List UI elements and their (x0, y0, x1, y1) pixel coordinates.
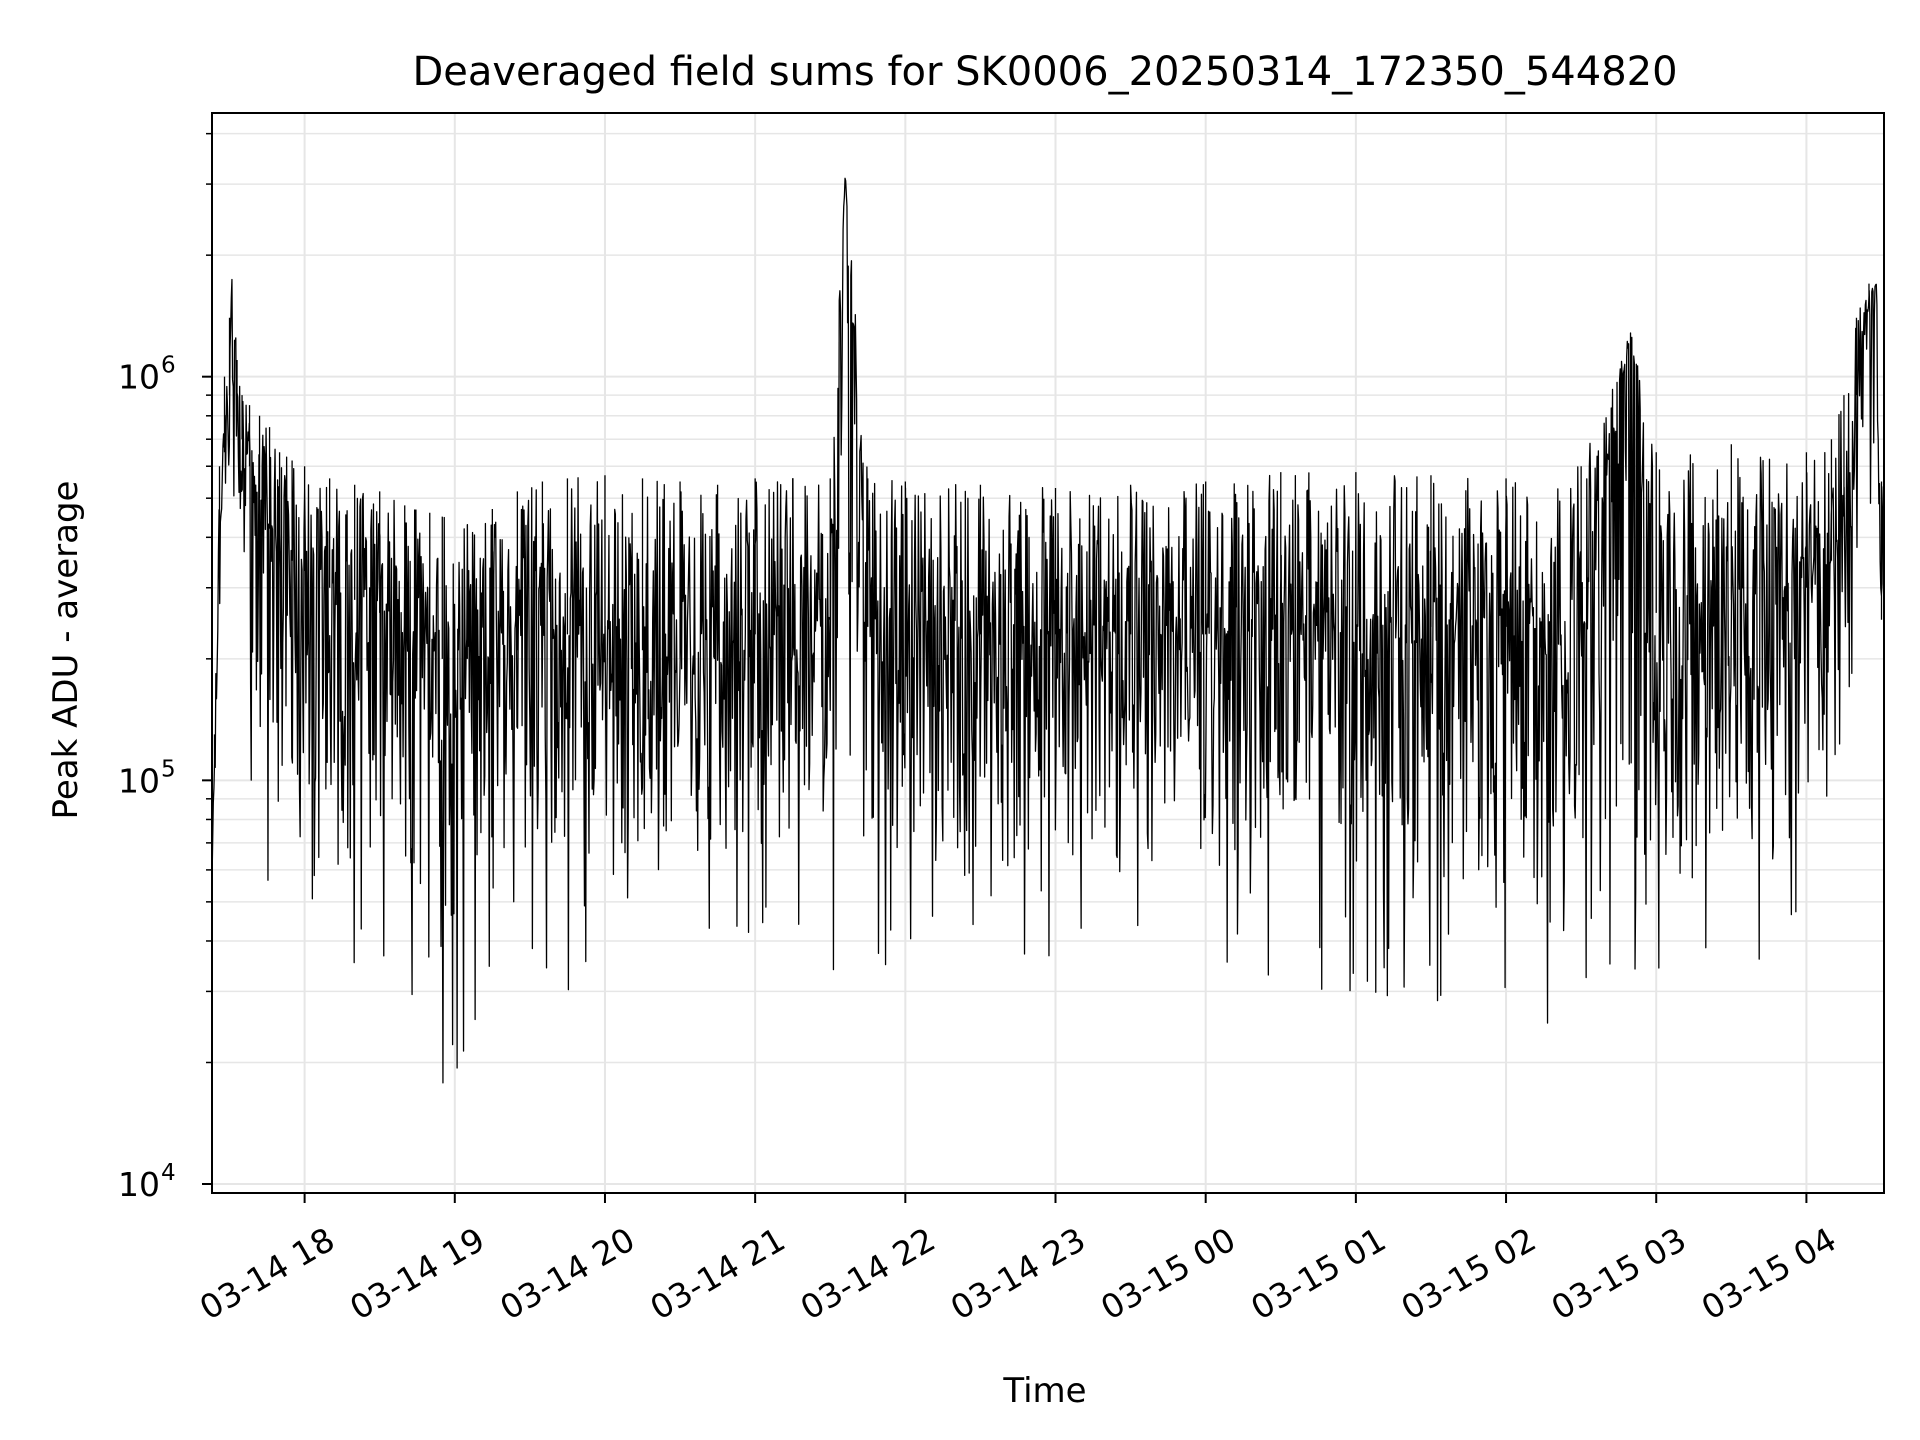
axes-frame (211, 112, 1885, 1194)
x-axis-label: Time (1002, 1371, 1086, 1411)
y-tick-label: 10 (118, 358, 160, 397)
y-tick-exponent: 4 (161, 1160, 176, 1186)
y-tick-exponent: 5 (161, 756, 176, 782)
y-tick-exponent: 6 (161, 353, 176, 379)
y-axis-label: Peak ADU - average (46, 481, 86, 820)
chart-title: Deaveraged field sums for SK0006_2025031… (412, 49, 1677, 95)
y-tick-label: 10 (118, 761, 160, 800)
y-tick-label: 10 (118, 1165, 160, 1204)
axes (211, 112, 1885, 1194)
